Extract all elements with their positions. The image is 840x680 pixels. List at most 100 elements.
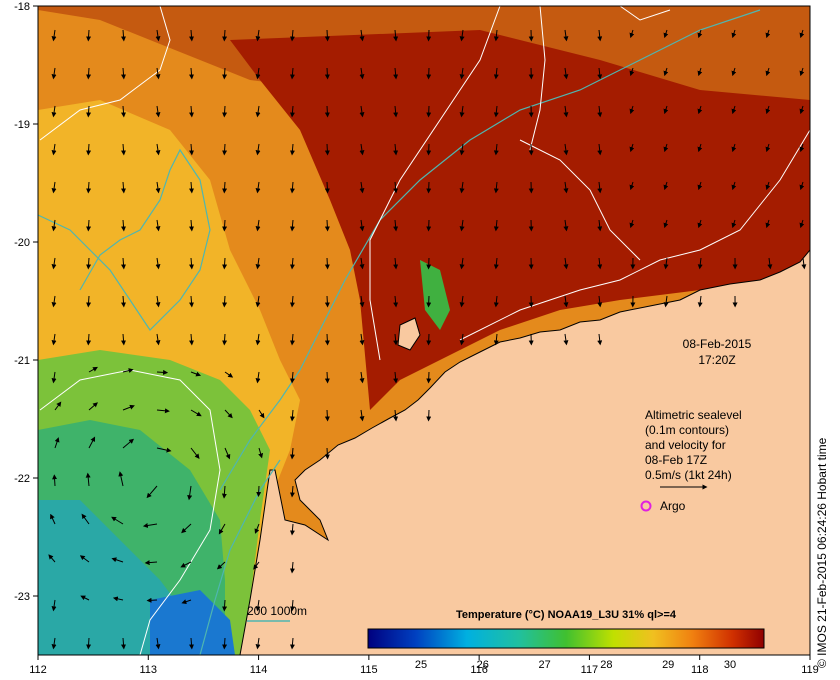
velocity-arrow — [493, 143, 499, 156]
velocity-arrow — [189, 333, 195, 346]
velocity-arrow — [459, 333, 465, 346]
velocity-arrow — [697, 105, 703, 115]
velocity-arrow — [289, 561, 295, 574]
velocity-arrow — [289, 257, 295, 270]
velocity-arrow — [253, 561, 260, 570]
velocity-arrow — [51, 29, 57, 42]
velocity-arrow — [663, 105, 669, 115]
velocity-arrow — [122, 368, 134, 373]
velocity-arrow — [765, 181, 771, 191]
x-axis: 112 113 114 115 116 117 118 119 — [29, 655, 819, 676]
velocity-arrow — [697, 181, 703, 191]
velocity-arrow — [224, 447, 231, 460]
velocity-arrow — [393, 105, 399, 118]
isobath-200m — [38, 148, 211, 331]
velocity-arrow — [359, 67, 365, 80]
velocity-arrow — [765, 105, 771, 115]
velocity-arrow — [324, 257, 330, 270]
velocity-arrow — [563, 181, 569, 194]
velocity-arrow — [190, 447, 200, 459]
velocity-arrow — [359, 105, 365, 118]
x-tick-label: 115 — [360, 664, 378, 676]
velocity-arrow — [255, 219, 261, 232]
velocity-arrow — [289, 105, 295, 118]
velocity-arrow — [190, 371, 202, 377]
colorbar-tick-label: 27 — [538, 659, 550, 671]
velocity-arrow — [88, 366, 98, 373]
velocity-arrow — [324, 219, 330, 232]
velocity-arrow — [663, 67, 669, 77]
velocity-arrow — [731, 29, 737, 39]
isobath-1000m — [219, 9, 761, 491]
velocity-arrow — [180, 561, 192, 568]
velocity-arrow — [155, 333, 161, 346]
velocity-arrow — [86, 257, 92, 270]
velocity-arrow — [563, 219, 569, 232]
velocity-arrow — [222, 143, 228, 156]
velocity-arrow — [459, 295, 465, 308]
velocity-arrow — [222, 333, 228, 346]
velocity-arrow — [255, 295, 261, 308]
velocity-arrow — [324, 333, 330, 346]
velocity-arrow — [289, 637, 295, 650]
velocity-arrow — [663, 29, 669, 39]
velocity-arrow — [256, 485, 262, 498]
velocity-arrow — [121, 29, 127, 42]
velocity-arrow — [222, 219, 228, 232]
velocity-arrow — [222, 295, 228, 308]
velocity-arrow — [122, 438, 135, 449]
velocity-arrow — [359, 181, 365, 194]
velocity-arrow — [255, 371, 261, 384]
velocity-arrow — [799, 219, 805, 229]
legend-line-3: and velocity for — [645, 438, 726, 452]
x-tick-label: 118 — [691, 664, 709, 676]
velocity-arrow — [663, 295, 669, 308]
velocity-arrow — [324, 447, 330, 460]
velocity-arrow — [393, 333, 399, 346]
velocity-arrow — [190, 409, 202, 417]
velocity-arrow — [663, 181, 669, 191]
x-tick-label: 117 — [581, 664, 599, 676]
x-tick-label: 119 — [801, 664, 819, 676]
velocity-arrow — [663, 219, 669, 229]
y-tick-label: -23 — [14, 591, 30, 603]
velocity-arrow — [799, 181, 805, 191]
velocity-arrow — [156, 369, 169, 375]
velocity-arrow — [359, 371, 365, 384]
velocity-arrow — [86, 181, 92, 194]
velocity-arrow — [222, 637, 228, 650]
velocity-arrow — [51, 143, 57, 156]
velocity-arrow-field — [48, 29, 807, 650]
velocity-arrow — [86, 29, 92, 42]
velocity-arrow — [597, 105, 603, 118]
velocity-arrow — [459, 181, 465, 194]
argo-label: Argo — [660, 499, 686, 513]
velocity-arrow — [155, 67, 161, 80]
velocity-arrow — [493, 219, 499, 232]
velocity-arrow — [289, 599, 295, 612]
argo-marker-icon — [640, 500, 652, 512]
velocity-arrow — [324, 295, 330, 308]
velocity-arrow — [54, 401, 62, 411]
velocity-arrow — [393, 181, 399, 194]
sealevel-contour-4 — [459, 129, 810, 341]
velocity-arrow — [563, 295, 569, 308]
colorbar-tick-label: 25 — [415, 659, 427, 671]
velocity-arrow — [697, 295, 703, 308]
velocity-arrow — [254, 523, 260, 534]
velocity-arrow — [118, 471, 124, 487]
velocity-arrow — [255, 599, 261, 612]
velocity-arrow — [563, 333, 569, 346]
velocity-arrow — [86, 219, 92, 232]
velocity-arrow — [121, 143, 127, 156]
velocity-arrow — [597, 181, 603, 194]
velocity-arrow — [80, 595, 90, 601]
sealevel-contour-1 — [39, 6, 171, 141]
velocity-arrow — [459, 143, 465, 156]
velocity-arrow — [189, 29, 195, 42]
velocity-arrow — [50, 513, 56, 525]
colorbar-tick-label: 29 — [662, 659, 674, 671]
velocity-arrow — [359, 333, 365, 346]
velocity-arrow — [597, 143, 603, 156]
